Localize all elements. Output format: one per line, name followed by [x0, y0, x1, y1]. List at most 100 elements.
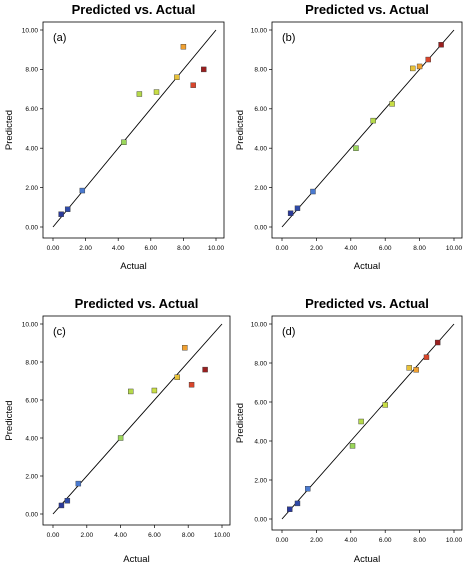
x-tick-label: 0.00: [47, 532, 60, 539]
y-tick-label: 10.00: [22, 27, 39, 34]
y-tick-label: 6.00: [254, 106, 267, 113]
x-axis-label: Actual: [123, 554, 149, 565]
data-point: [410, 65, 416, 72]
y-tick-label: 8.00: [25, 67, 38, 74]
data-point: [310, 188, 316, 195]
y-tick-label: 6.00: [25, 106, 38, 113]
y-tick-label: 8.00: [25, 359, 38, 366]
y-tick-label: 4.00: [254, 146, 267, 153]
data-point: [79, 187, 86, 194]
y-tick-label: 8.00: [254, 360, 267, 367]
data-point: [413, 367, 419, 373]
data-point: [75, 480, 82, 487]
data-point: [423, 354, 430, 360]
data-point: [153, 89, 160, 95]
data-point: [64, 206, 71, 212]
x-tick-label: 10.00: [214, 532, 231, 539]
data-point: [406, 365, 412, 371]
y-tick-label: 4.00: [25, 435, 38, 442]
data-point: [389, 101, 395, 107]
y-tick-label: 8.00: [254, 67, 267, 74]
data-point: [434, 339, 441, 346]
x-tick-label: 8.00: [177, 245, 190, 252]
x-tick-label: 8.00: [182, 532, 195, 539]
data-point: [58, 211, 64, 217]
data-point: [188, 382, 195, 388]
y-tick-label: 2.00: [25, 185, 38, 192]
x-tick-label: 0.00: [276, 245, 289, 252]
x-tick-label: 2.00: [80, 532, 93, 539]
plot-frame: [271, 315, 463, 531]
y-tick-label: 10.00: [251, 27, 268, 34]
data-point: [201, 66, 207, 73]
x-tick-label: 2.00: [310, 537, 323, 544]
chart-panel-4: Predicted vs. Actual (d) 0.00 2.00 4.00 6.00 8…: [235, 296, 463, 565]
reference-line: [52, 29, 217, 228]
y-axis-label: Predicted: [4, 110, 15, 150]
chart-title: Predicted vs. Actual: [75, 296, 199, 311]
chart-title: Predicted vs. Actual: [72, 2, 196, 17]
data-point: [305, 486, 311, 492]
data-point: [349, 443, 356, 449]
x-tick-label: 2.00: [79, 245, 92, 252]
x-tick-label: 6.00: [379, 537, 392, 544]
y-tick-label: 0.00: [254, 516, 267, 523]
chart-panel-3: Predicted vs. Actual (c) 0.00 2.00 4.00 6.00 8…: [4, 296, 231, 565]
data-point: [358, 418, 364, 425]
y-tick-label: 4.00: [254, 438, 267, 445]
x-tick-label: 10.00: [446, 537, 463, 544]
x-tick-label: 10.00: [208, 245, 225, 252]
data-point: [117, 435, 124, 441]
data-point: [174, 374, 180, 380]
x-tick-label: 6.00: [144, 245, 157, 252]
chart-panel-2: Predicted vs. Actual (b) 0.00 2.00 4.00 6.00 8…: [235, 2, 463, 272]
data-point: [174, 74, 180, 80]
y-tick-label: 2.00: [254, 185, 267, 192]
x-axis-label: Actual: [354, 554, 380, 565]
data-point: [190, 82, 196, 88]
panel-label: (b): [282, 32, 295, 44]
x-tick-label: 6.00: [379, 245, 392, 252]
x-tick-label: 4.00: [344, 537, 357, 544]
chart-title: Predicted vs. Actual: [305, 2, 429, 17]
x-axis-label: Actual: [120, 261, 146, 272]
plot-frame: [42, 21, 225, 239]
data-point: [64, 498, 71, 504]
data-point: [287, 210, 294, 216]
data-point: [353, 145, 359, 151]
x-tick-label: 0.00: [47, 245, 60, 252]
data-point: [128, 388, 134, 395]
data-point: [151, 387, 158, 394]
data-point: [136, 91, 143, 97]
y-tick-label: 2.00: [25, 473, 38, 480]
data-point: [416, 63, 423, 70]
chart-panel-1: Predicted vs. Actual (a) 0.00 2.00 4.00 6.00 8…: [4, 2, 225, 272]
data-point: [370, 117, 376, 124]
x-tick-label: 10.00: [446, 245, 463, 252]
data-point: [180, 44, 187, 50]
y-tick-label: 6.00: [25, 397, 38, 404]
x-tick-label: 2.00: [310, 245, 323, 252]
y-tick-label: 4.00: [25, 146, 38, 153]
data-point: [438, 42, 444, 48]
x-tick-label: 8.00: [413, 245, 426, 252]
y-tick-label: 10.00: [251, 321, 268, 328]
y-tick-label: 0.00: [25, 224, 38, 231]
reference-line: [52, 323, 223, 515]
data-point: [182, 345, 188, 351]
data-point: [382, 402, 388, 408]
y-tick-label: 0.00: [254, 224, 267, 231]
y-tick-label: 6.00: [254, 399, 267, 406]
x-tick-label: 4.00: [114, 532, 127, 539]
x-tick-label: 8.00: [413, 537, 426, 544]
chart-title: Predicted vs. Actual: [305, 296, 429, 311]
data-point: [425, 56, 431, 63]
y-tick-label: 2.00: [254, 477, 267, 484]
y-axis-label: Predicted: [235, 110, 246, 150]
data-point: [58, 502, 65, 509]
data-point: [294, 500, 301, 507]
y-tick-label: 10.00: [22, 321, 39, 328]
y-axis-label: Predicted: [235, 403, 246, 443]
x-tick-label: 4.00: [112, 245, 125, 252]
